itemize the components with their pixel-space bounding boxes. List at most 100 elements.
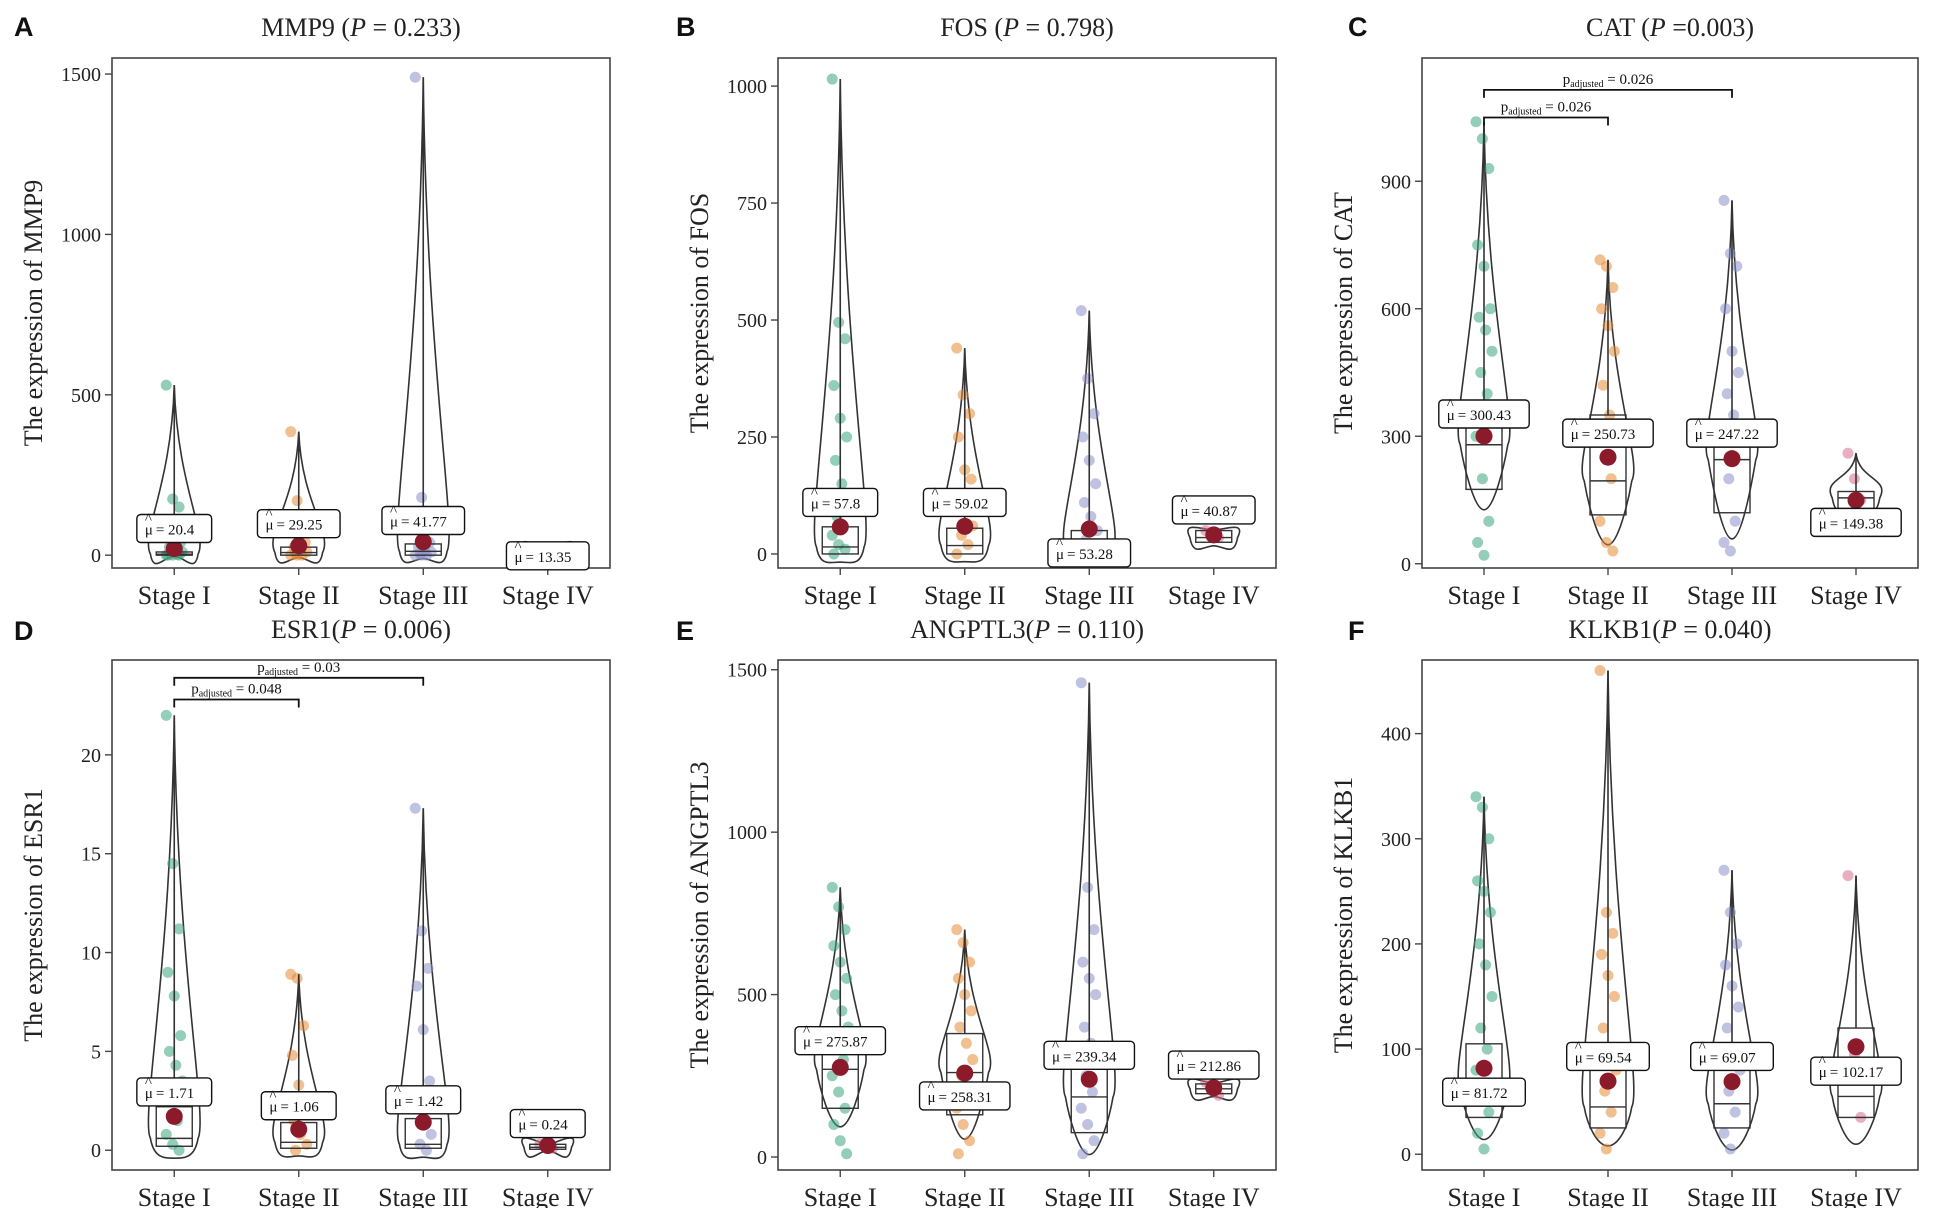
hat-symbol: ^ <box>1571 416 1578 432</box>
data-point <box>1594 515 1606 527</box>
data-point <box>1721 1022 1733 1034</box>
mean-value: = 212.86 <box>1188 1059 1242 1075</box>
y-tick-label: 400 <box>1381 724 1411 746</box>
hat-symbol: ^ <box>265 507 272 523</box>
mean-value: = 239.34 <box>1063 1049 1117 1065</box>
data-point <box>1077 1148 1089 1160</box>
mean-label: μ^= 0.24 <box>509 1107 586 1139</box>
hat-symbol: ^ <box>1451 1075 1458 1091</box>
data-point <box>1729 1106 1741 1118</box>
y-tick-label: 600 <box>1381 299 1411 321</box>
data-point <box>952 431 964 443</box>
data-point <box>291 972 303 984</box>
bracket-line <box>173 698 300 708</box>
data-point <box>1478 1143 1490 1155</box>
violin <box>1457 121 1511 511</box>
data-point <box>1486 990 1498 1002</box>
x-tick-label: Stage IV <box>1810 581 1902 610</box>
mean-label-box <box>1047 538 1132 568</box>
significance-bracket: padjusted = 0.03 <box>173 660 425 686</box>
mean-label-box <box>922 487 1007 518</box>
data-point <box>841 1148 853 1160</box>
box <box>155 1106 193 1147</box>
mean-point <box>956 517 974 535</box>
mean-point <box>1599 448 1617 466</box>
hat-symbol: ^ <box>1575 1039 1582 1055</box>
data-point <box>1605 1106 1617 1118</box>
chart-title: MMP9 (P = 0.233) <box>261 13 461 42</box>
mean-value: = 149.38 <box>1830 516 1883 532</box>
mu-symbol: μ <box>931 496 939 512</box>
mean-label-box <box>918 1081 1011 1111</box>
panel-letter: A <box>14 12 34 42</box>
mean-point <box>165 540 183 558</box>
mean-label: μ^= 29.25 <box>256 507 341 539</box>
mean-value: = 81.72 <box>1462 1086 1508 1102</box>
data-point <box>1718 1127 1730 1139</box>
mean-label: μ^= 300.43 <box>1438 397 1530 429</box>
mu-symbol: μ <box>518 1118 526 1134</box>
data-point <box>424 1075 436 1087</box>
violin <box>813 887 867 1128</box>
y-tick-label: 0 <box>91 545 101 567</box>
group-stage-iii: Stage III μ^= 41.77 <box>378 71 468 610</box>
data-point <box>951 342 963 354</box>
mean-label-box <box>802 487 879 518</box>
mean-label: μ^= 57.8 <box>802 485 879 518</box>
data-point <box>1078 496 1090 508</box>
bracket-label: padjusted = 0.03 <box>257 660 340 678</box>
y-tick-label: 1000 <box>61 224 101 246</box>
data-point <box>1472 875 1484 887</box>
data-point <box>965 1005 977 1017</box>
group-stage-i: Stage I μ^= 275.87 <box>794 881 887 1208</box>
data-point <box>960 1037 972 1049</box>
data-point <box>1842 870 1854 882</box>
y-axis-label: The expression of CAT <box>1329 192 1358 434</box>
group-stage-i: Stage I μ^= 57.8 <box>802 73 879 610</box>
bracket-line <box>173 676 425 686</box>
data-point <box>1472 537 1484 548</box>
data-point <box>409 802 421 814</box>
data-point <box>957 389 969 401</box>
data-point <box>1486 345 1498 357</box>
data-point <box>1605 473 1617 485</box>
y-tick-label: 5 <box>91 1041 101 1063</box>
data-point <box>1483 1106 1495 1118</box>
mean-label-box <box>1689 1041 1774 1072</box>
mu-symbol: μ <box>803 1035 811 1051</box>
data-point <box>1594 1127 1606 1139</box>
data-point <box>828 380 840 392</box>
y-tick-label: 0 <box>91 1140 101 1162</box>
data-point <box>967 1054 979 1066</box>
y-tick-label: 1000 <box>727 822 767 844</box>
data-point <box>1476 473 1488 485</box>
group-stage-iv: Stage IV μ^= 102.17 <box>1810 870 1902 1208</box>
data-point <box>962 539 974 551</box>
mu-symbol: μ <box>145 523 153 539</box>
mean-value: = 1.42 <box>405 1094 443 1110</box>
hat-symbol: ^ <box>269 1089 276 1105</box>
mu-symbol: μ <box>1052 1049 1060 1065</box>
box <box>946 1032 984 1116</box>
data-point <box>1724 545 1736 557</box>
mu-symbol: μ <box>928 1090 936 1106</box>
data-point <box>1731 938 1743 950</box>
data-point <box>839 543 851 555</box>
y-tick-label: 0 <box>757 1147 767 1169</box>
data-point <box>957 937 969 949</box>
y-tick-label: 750 <box>737 193 767 215</box>
mu-symbol: μ <box>1819 516 1827 532</box>
data-point <box>826 881 838 893</box>
hat-symbol: ^ <box>1699 1039 1706 1055</box>
data-point <box>952 1148 964 1160</box>
data-point <box>1608 990 1620 1002</box>
x-tick-label: Stage III <box>378 581 468 610</box>
data-point <box>1082 1119 1094 1131</box>
mean-label: μ^= 212.86 <box>1167 1048 1260 1080</box>
mean-point <box>1599 1072 1617 1090</box>
mean-label: μ^= 40.87 <box>1171 493 1256 525</box>
data-point <box>1082 881 1094 893</box>
x-tick-label: Stage I <box>804 1183 877 1208</box>
x-tick-label: Stage IV <box>502 581 594 610</box>
data-point <box>1728 409 1740 421</box>
